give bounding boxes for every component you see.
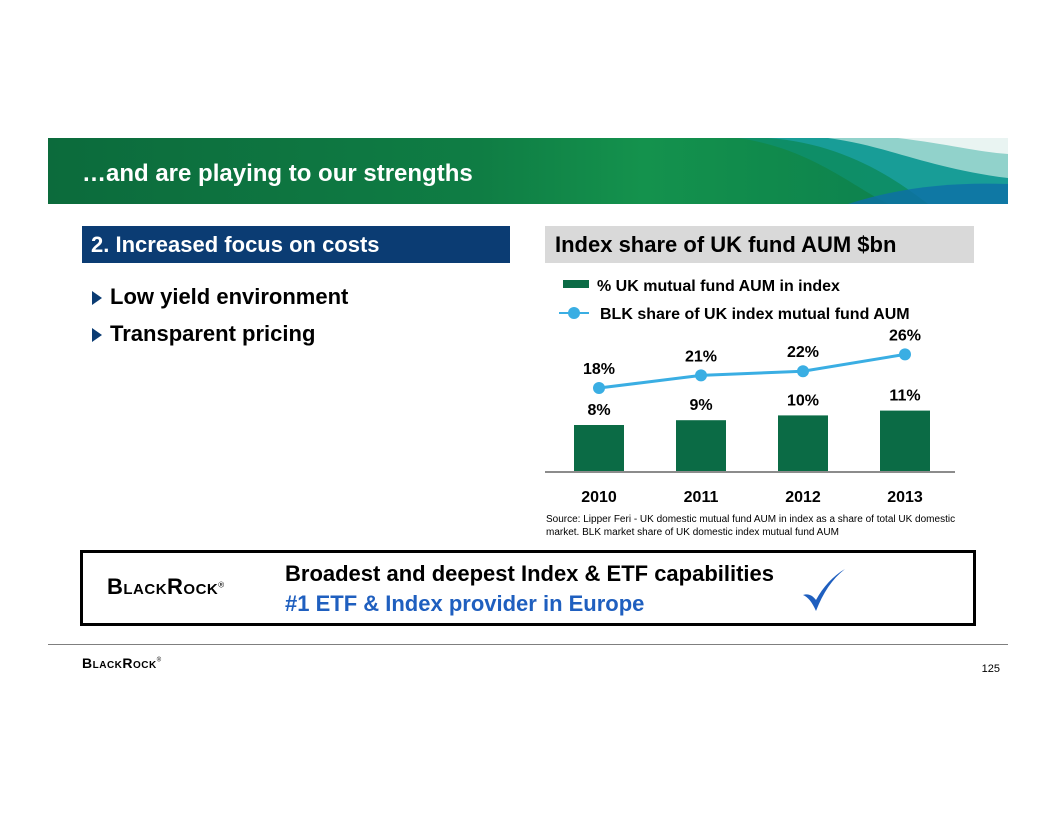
line-point xyxy=(797,365,809,378)
callout-logo: BlackRock® xyxy=(107,574,225,599)
chart: % UK mutual fund AUM in index BLK share o… xyxy=(545,278,955,506)
title-banner: …and are playing to our strengths xyxy=(48,138,1008,204)
callout-headline: Broadest and deepest Index & ETF capabil… xyxy=(285,561,775,586)
legend-line-label: BLK share of UK index mutual fund AUM xyxy=(600,306,910,323)
line-data-label: 21% xyxy=(685,348,717,365)
legend-bar-swatch xyxy=(563,280,589,288)
line-point xyxy=(593,382,605,394)
bullet-text: Transparent pricing xyxy=(110,321,316,346)
footer-logo: BlackRock® xyxy=(82,655,162,671)
line-data-label: 26% xyxy=(889,327,921,344)
callout-subline: #1 ETF & Index provider in Europe xyxy=(285,591,645,616)
page-number: 125 xyxy=(981,663,1000,675)
page-title: …and are playing to our strengths xyxy=(82,160,473,187)
x-tick-label: 2013 xyxy=(887,489,923,506)
bullet-triangle-icon xyxy=(92,328,102,342)
banner-wave-decoration xyxy=(738,138,1008,204)
bullet-text: Low yield environment xyxy=(110,284,349,309)
callout-box: BlackRock® Broadest and deepest Index & … xyxy=(80,550,976,626)
legend-line-marker xyxy=(568,307,580,319)
line-point xyxy=(695,369,707,382)
bar xyxy=(676,420,726,472)
source-note: Source: Lipper Feri - UK domestic mutual… xyxy=(546,514,956,538)
footer-divider xyxy=(48,644,1008,645)
section-header-label: 2. Increased focus on costs xyxy=(91,232,380,257)
bar xyxy=(574,425,624,472)
line-data-label: 18% xyxy=(583,361,615,378)
x-tick-label: 2011 xyxy=(684,489,719,506)
bar xyxy=(778,415,828,472)
bar-data-label: 8% xyxy=(587,402,610,419)
legend-bar-label: % UK mutual fund AUM in index xyxy=(597,278,840,295)
section-header-costs: 2. Increased focus on costs xyxy=(82,226,510,263)
bar-data-label: 9% xyxy=(689,397,712,414)
x-tick-label: 2010 xyxy=(581,489,617,506)
checkmark-icon xyxy=(803,569,845,611)
line-point xyxy=(899,348,911,361)
callout-logo-text: BlackRock xyxy=(107,574,219,599)
x-tick-label: 2012 xyxy=(785,489,821,506)
chart-title-box: Index share of UK fund AUM $bn xyxy=(545,226,974,263)
bar-data-label: 11% xyxy=(889,388,920,405)
line-series xyxy=(598,352,906,390)
bullet-triangle-icon xyxy=(92,291,102,305)
footer-logo-text: BlackRock xyxy=(82,655,157,671)
bar-data-label: 10% xyxy=(787,392,819,409)
bar xyxy=(880,410,930,472)
chart-title: Index share of UK fund AUM $bn xyxy=(555,232,897,257)
line-data-label: 22% xyxy=(787,344,819,361)
